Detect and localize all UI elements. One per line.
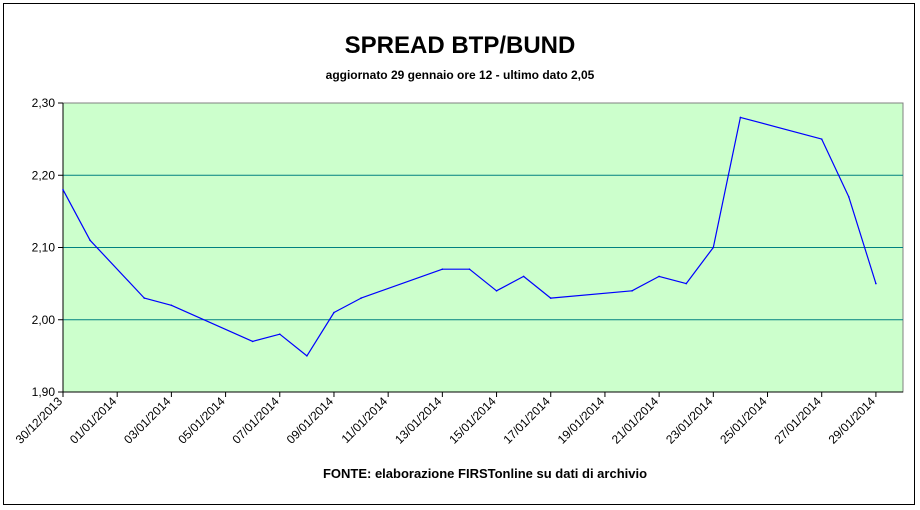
data-point [306, 355, 308, 357]
x-tick-label: 07/01/2014 [230, 394, 283, 447]
x-tick-label: 30/12/2013 [13, 394, 66, 447]
x-tick-label: 19/01/2014 [555, 394, 608, 447]
y-tick-label: 1,90 [32, 385, 56, 399]
data-point [820, 138, 823, 140]
x-tick-label: 29/01/2014 [826, 394, 879, 447]
data-point [468, 268, 471, 270]
chart-subtitle: aggiornato 29 gennaio ore 12 - ultimo da… [325, 68, 595, 82]
y-tick-label: 2,00 [32, 313, 56, 327]
data-point [739, 116, 742, 119]
data-point [848, 196, 850, 198]
data-point [549, 297, 552, 299]
data-point [170, 304, 173, 307]
data-point [495, 290, 498, 292]
data-point [251, 340, 254, 343]
data-point [522, 275, 525, 278]
data-point [143, 297, 146, 299]
x-tick-label: 11/01/2014 [339, 394, 391, 446]
x-tick-label: 03/01/2014 [121, 394, 174, 447]
y-tick-label: 2,30 [32, 96, 56, 110]
data-point [333, 311, 335, 314]
y-tick-label: 2,20 [32, 168, 56, 182]
chart-source: FONTE: elaborazione FIRSTonline su dati … [322, 466, 648, 481]
x-tick-label: 17/01/2014 [500, 394, 553, 447]
data-point [89, 239, 91, 242]
x-tick-label: 13/01/2014 [392, 394, 445, 447]
data-point [685, 282, 688, 285]
x-tick-label: 21/01/2014 [609, 394, 662, 447]
x-tick-label: 25/01/2014 [717, 394, 770, 447]
chart-title: SPREAD BTP/BUND [344, 32, 576, 59]
x-tick-label: 27/01/2014 [771, 394, 824, 447]
data-point [875, 282, 877, 285]
data-point [278, 333, 281, 336]
x-tick-label: 09/01/2014 [284, 394, 337, 447]
data-point [712, 246, 715, 249]
y-tick-label: 2,10 [32, 241, 56, 255]
x-tick-label: 01/01/2014 [67, 394, 120, 447]
data-point [658, 275, 660, 278]
series-line [62, 116, 877, 357]
data-point [441, 268, 444, 270]
data-point [62, 188, 64, 191]
x-tick-label: 23/01/2014 [663, 394, 716, 447]
data-point [631, 290, 633, 292]
x-tick-label: 05/01/2014 [175, 394, 228, 447]
data-point [360, 297, 362, 299]
x-tick-label: 15/01/2014 [446, 394, 499, 447]
